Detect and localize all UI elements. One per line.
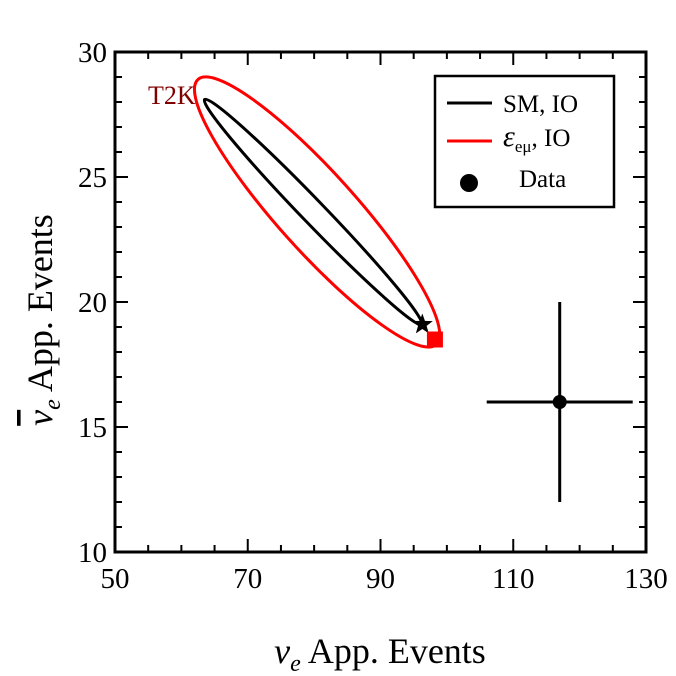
legend-sm-io-label: SM, IO <box>503 91 578 118</box>
x-tick-label: 70 <box>233 563 262 595</box>
y-title-text: App. Events <box>20 214 60 399</box>
legend-data-label: Data <box>519 166 566 193</box>
sm-best-fit-star <box>411 313 433 334</box>
data-point-marker <box>552 395 567 409</box>
x-tick-label: 110 <box>492 563 534 595</box>
y-axis-title: νe App. Events <box>20 214 66 426</box>
legend-nsi-io-label: εeμ, IO <box>503 120 570 156</box>
x-tick-label: 90 <box>366 563 395 595</box>
y-tick-label: 20 <box>78 287 107 319</box>
legend-nsi-symbol: ε <box>503 120 515 153</box>
legend-nsi-suffix: , IO <box>532 125 571 152</box>
legend-nsi-subscript: eμ <box>515 137 532 156</box>
experiment-label: T2K <box>148 81 196 110</box>
x-tick-label: 130 <box>624 563 668 595</box>
x-title-subscript: e <box>290 651 301 676</box>
series-layer: T2K <box>148 75 633 502</box>
sm-io-ellipse <box>202 97 424 327</box>
nsi-best-fit-square <box>426 331 443 348</box>
x-axis-title: νe App. Events <box>274 631 486 676</box>
y-tick-label: 25 <box>78 162 107 194</box>
x-title-symbol: ν <box>274 631 290 671</box>
axis-ticks <box>114 51 647 553</box>
y-tick-label: 15 <box>78 412 107 444</box>
tick-labels: 50 70 90 110 130 10 15 20 25 30 <box>78 37 668 595</box>
y-title-symbol: ν <box>20 410 60 426</box>
x-title-text: App. Events <box>301 631 486 671</box>
y-tick-label: 30 <box>78 37 107 69</box>
x-tick-label: 50 <box>101 563 130 595</box>
y-title-subscript: e <box>40 399 66 410</box>
y-tick-label: 10 <box>78 537 107 569</box>
legend-data-marker <box>460 174 478 192</box>
